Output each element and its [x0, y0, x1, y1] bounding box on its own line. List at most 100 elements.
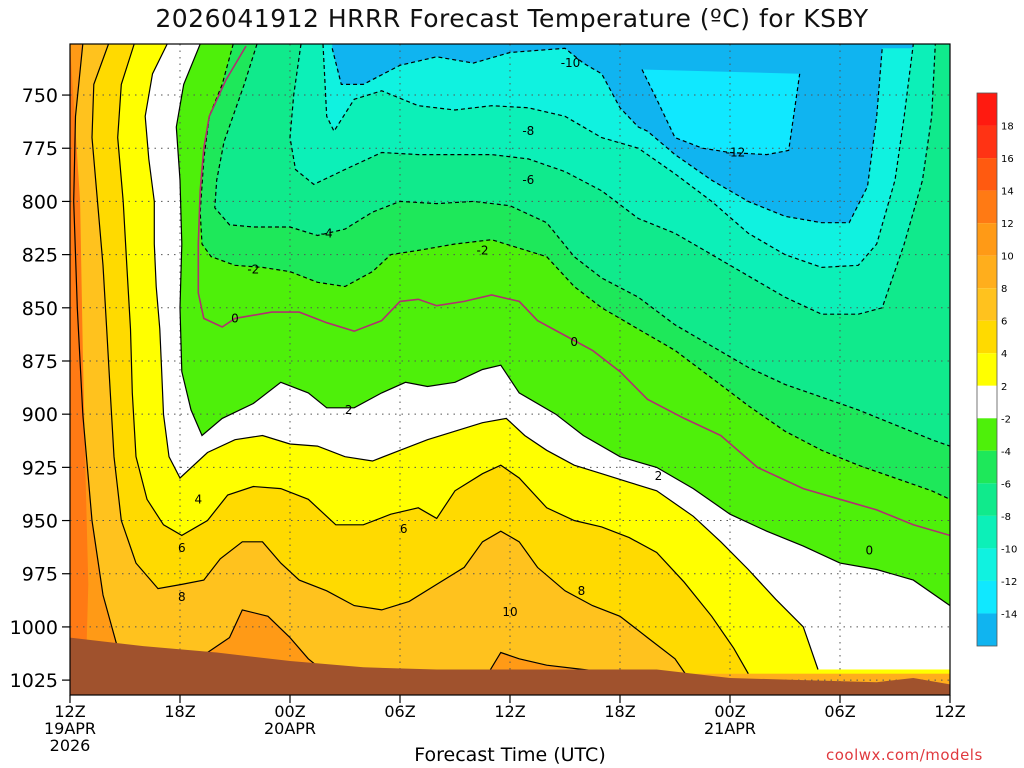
colorbar-bin — [977, 385, 997, 419]
contour-label: -8 — [522, 124, 534, 138]
colorbar: 18 16 14 12 10 8 6 4 2 -2 -4 -6 -8 -10 -12 -14 — [976, 92, 1017, 647]
contour-label: 8 — [178, 590, 186, 604]
source-credit: coolwx.com/models — [826, 746, 983, 764]
x-tick-sublabel: 21APR — [704, 719, 756, 738]
colorbar-bin — [977, 515, 997, 549]
contour-2 — [175, 44, 950, 607]
contour-label: 2 — [655, 469, 663, 483]
x-tick-label: 12Z — [54, 702, 85, 721]
x-tick-label: 06Z — [824, 702, 855, 721]
y-tick-label: 750 — [22, 85, 58, 107]
x-tick-label: 18Z — [164, 702, 195, 721]
contour-label: -4 — [321, 226, 333, 240]
contour-label: 6 — [400, 522, 408, 536]
colorbar-bin — [977, 125, 997, 159]
contour-label: -2 — [247, 263, 259, 277]
colorbar-label: -14 — [1001, 609, 1017, 620]
contour-label: 0 — [866, 543, 874, 557]
terrain-fill — [70, 637, 950, 695]
colorbar-label: 4 — [1001, 349, 1007, 360]
isotherm-contours — [73, 44, 950, 681]
contour-label: -6 — [522, 173, 534, 187]
contour--2 — [199, 44, 950, 500]
contour-label: 2 — [345, 403, 353, 417]
y-axis: 750 775 800 825 850 875 900 925 950 975 1000 1025 — [10, 85, 70, 692]
colorbar-bin — [977, 158, 997, 191]
colorbar-bin — [977, 353, 997, 386]
colorbar-bin — [977, 223, 997, 256]
y-tick-label: 875 — [22, 351, 58, 373]
colorbar-frame — [976, 92, 998, 647]
terrain — [70, 637, 950, 695]
colorbar-label: -12 — [1001, 577, 1017, 588]
colorbar-label: 12 — [1001, 219, 1014, 230]
colorbar-label: 14 — [1001, 187, 1014, 198]
colorbar-bin — [977, 93, 997, 126]
colorbar-bin — [977, 288, 997, 321]
contour-label: -2 — [477, 243, 489, 257]
band--12 — [642, 69, 800, 155]
x-axis-title: Forecast Time (UTC) — [414, 744, 606, 766]
contour-4 — [144, 44, 819, 670]
contour-label: -10 — [561, 56, 581, 70]
colorbar-label: -6 — [1001, 479, 1011, 490]
colorbar-label: -8 — [1001, 512, 1011, 523]
contour-label: 6 — [178, 541, 186, 555]
contour-label: 8 — [578, 584, 586, 598]
contour-6 — [117, 44, 749, 674]
contour-8 — [91, 44, 691, 681]
y-tick-label: 900 — [22, 404, 58, 426]
colorbar-label: 18 — [1001, 122, 1014, 133]
y-tick-label: 1000 — [10, 617, 58, 639]
contour-label: -12 — [726, 146, 746, 160]
x-tick-sublabel: 19APR — [44, 719, 96, 738]
y-tick-label: 950 — [22, 511, 58, 533]
colorbar-bin — [977, 418, 997, 451]
colorbar-label: 2 — [1001, 382, 1007, 393]
contour--4 — [214, 44, 950, 447]
contour-10 — [73, 44, 621, 675]
colorbar-label: 10 — [1001, 252, 1014, 263]
x-tick-label: 06Z — [384, 702, 415, 721]
colorbar-bin — [977, 483, 997, 516]
colorbar-label: -2 — [1001, 414, 1011, 425]
contour--6 — [289, 44, 936, 315]
contour-0 — [197, 45, 950, 537]
colorbar-label: 16 — [1001, 154, 1014, 165]
x-tick-label: 00Z — [274, 702, 305, 721]
x-tick-sublabel: 20APR — [264, 719, 316, 738]
contour--8 — [322, 44, 914, 269]
y-tick-label: 800 — [22, 191, 58, 213]
contour--12 — [641, 69, 801, 156]
y-tick-label: 975 — [22, 564, 58, 586]
contour-label: 10 — [502, 605, 517, 619]
contour-labels: -12 -10 -8 -6 -4 -2 -2 0 0 0 2 2 4 6 6 8 8 10 — [178, 56, 874, 619]
contour-label: 0 — [231, 311, 239, 325]
contour-label: 4 — [195, 492, 203, 506]
y-tick-label: 1025 — [10, 670, 58, 692]
colorbar-label: -4 — [1001, 447, 1011, 458]
x-tick-sublabel: 2026 — [50, 736, 91, 755]
x-tick-label: 12Z — [934, 702, 965, 721]
colorbar-label: 6 — [1001, 317, 1007, 328]
x-tick-label: 00Z — [714, 702, 745, 721]
colorbar-bin — [977, 320, 997, 354]
contour-label: 0 — [570, 335, 578, 349]
chart-title: 2026041912 HRRR Forecast Temperature (ºC… — [155, 4, 869, 33]
colorbar-label: -10 — [1001, 544, 1017, 555]
colorbar-bin — [977, 613, 997, 646]
colorbar-bin — [977, 548, 997, 581]
x-tick-label: 12Z — [494, 702, 525, 721]
y-tick-label: 925 — [22, 457, 58, 479]
y-tick-label: 825 — [22, 245, 58, 267]
grid-lines — [70, 44, 950, 695]
colorbar-bin — [977, 255, 997, 289]
y-tick-label: 850 — [22, 298, 58, 320]
y-tick-label: 775 — [22, 138, 58, 160]
colorbar-label: 8 — [1001, 284, 1007, 295]
contour--10 — [331, 47, 883, 224]
x-tick-label: 18Z — [604, 702, 635, 721]
colorbar-bin — [977, 450, 997, 484]
